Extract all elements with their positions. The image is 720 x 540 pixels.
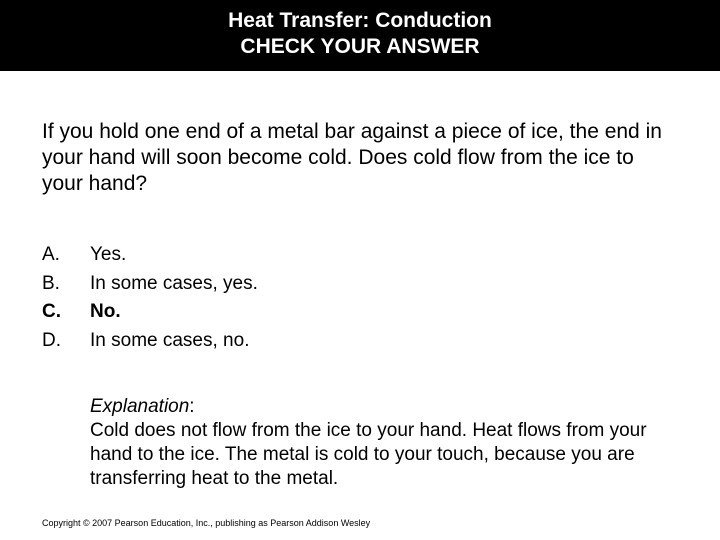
option-row: A. Yes. bbox=[42, 241, 258, 270]
option-row: B. In some cases, yes. bbox=[42, 270, 258, 299]
option-row: D. In some cases, no. bbox=[42, 327, 258, 356]
option-text: No. bbox=[90, 298, 258, 327]
question-text: If you hold one end of a metal bar again… bbox=[42, 119, 678, 198]
explanation-text: Cold does not flow from the ice to your … bbox=[90, 420, 647, 489]
explanation-colon: : bbox=[189, 396, 194, 417]
option-text: In some cases, yes. bbox=[90, 270, 258, 299]
copyright-text: Copyright © 2007 Pearson Education, Inc.… bbox=[42, 518, 370, 528]
explanation-label: Explanation bbox=[90, 396, 189, 417]
header-line-1: Heat Transfer: Conduction bbox=[0, 8, 720, 34]
slide-content: If you hold one end of a metal bar again… bbox=[0, 71, 720, 491]
option-label: D. bbox=[42, 327, 90, 356]
explanation-block: Explanation: Cold does not flow from the… bbox=[42, 395, 678, 490]
option-text: Yes. bbox=[90, 241, 258, 270]
options-list: A. Yes. B. In some cases, yes. C. No. D.… bbox=[42, 241, 258, 355]
header-line-2: CHECK YOUR ANSWER bbox=[0, 34, 720, 60]
option-label: C. bbox=[42, 298, 90, 327]
option-row: C. No. bbox=[42, 298, 258, 327]
slide-header: Heat Transfer: Conduction CHECK YOUR ANS… bbox=[0, 0, 720, 71]
option-label: A. bbox=[42, 241, 90, 270]
option-text: In some cases, no. bbox=[90, 327, 258, 356]
option-label: B. bbox=[42, 270, 90, 299]
